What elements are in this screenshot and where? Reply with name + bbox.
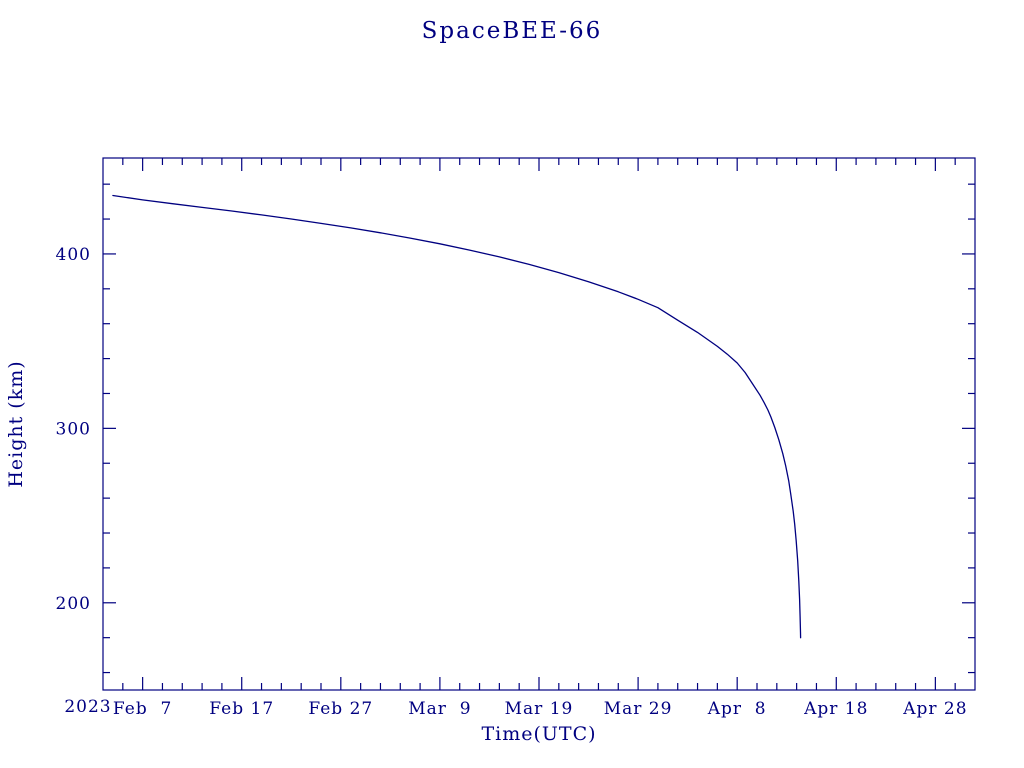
x-tick-label: Apr 18 [803,699,868,719]
year-label: 2023 [64,697,111,717]
x-tick-label: Apr 28 [902,699,967,719]
plot-border [102,157,976,691]
decay-curve-line [112,194,802,639]
x-axis-label: Time(UTC) [481,723,596,745]
y-tick-label: 200 [56,594,91,614]
x-tick-label: Mar 19 [505,699,574,719]
y-tick-label: 300 [56,419,91,439]
x-tick-label: Feb 7 [113,699,172,719]
x-tick-label: Mar 29 [604,699,673,719]
x-tick-label: Apr 8 [707,699,767,719]
tick-labels: Feb 7 Feb 17 Feb 27 Mar 9 Mar 19 Mar 29 Apr 8 A… [56,245,967,719]
chart-title: SpaceBEE-66 [422,18,603,44]
decay-curve [112,194,802,639]
x-tick-label: Feb 17 [209,699,274,719]
plot-frame [102,157,976,691]
x-tick-label: Feb 27 [308,699,373,719]
y-tick-label: 400 [56,245,91,265]
axis-ticks [103,158,975,690]
x-tick-label: Mar 9 [408,699,471,719]
y-axis-label: Height (km) [5,360,27,487]
